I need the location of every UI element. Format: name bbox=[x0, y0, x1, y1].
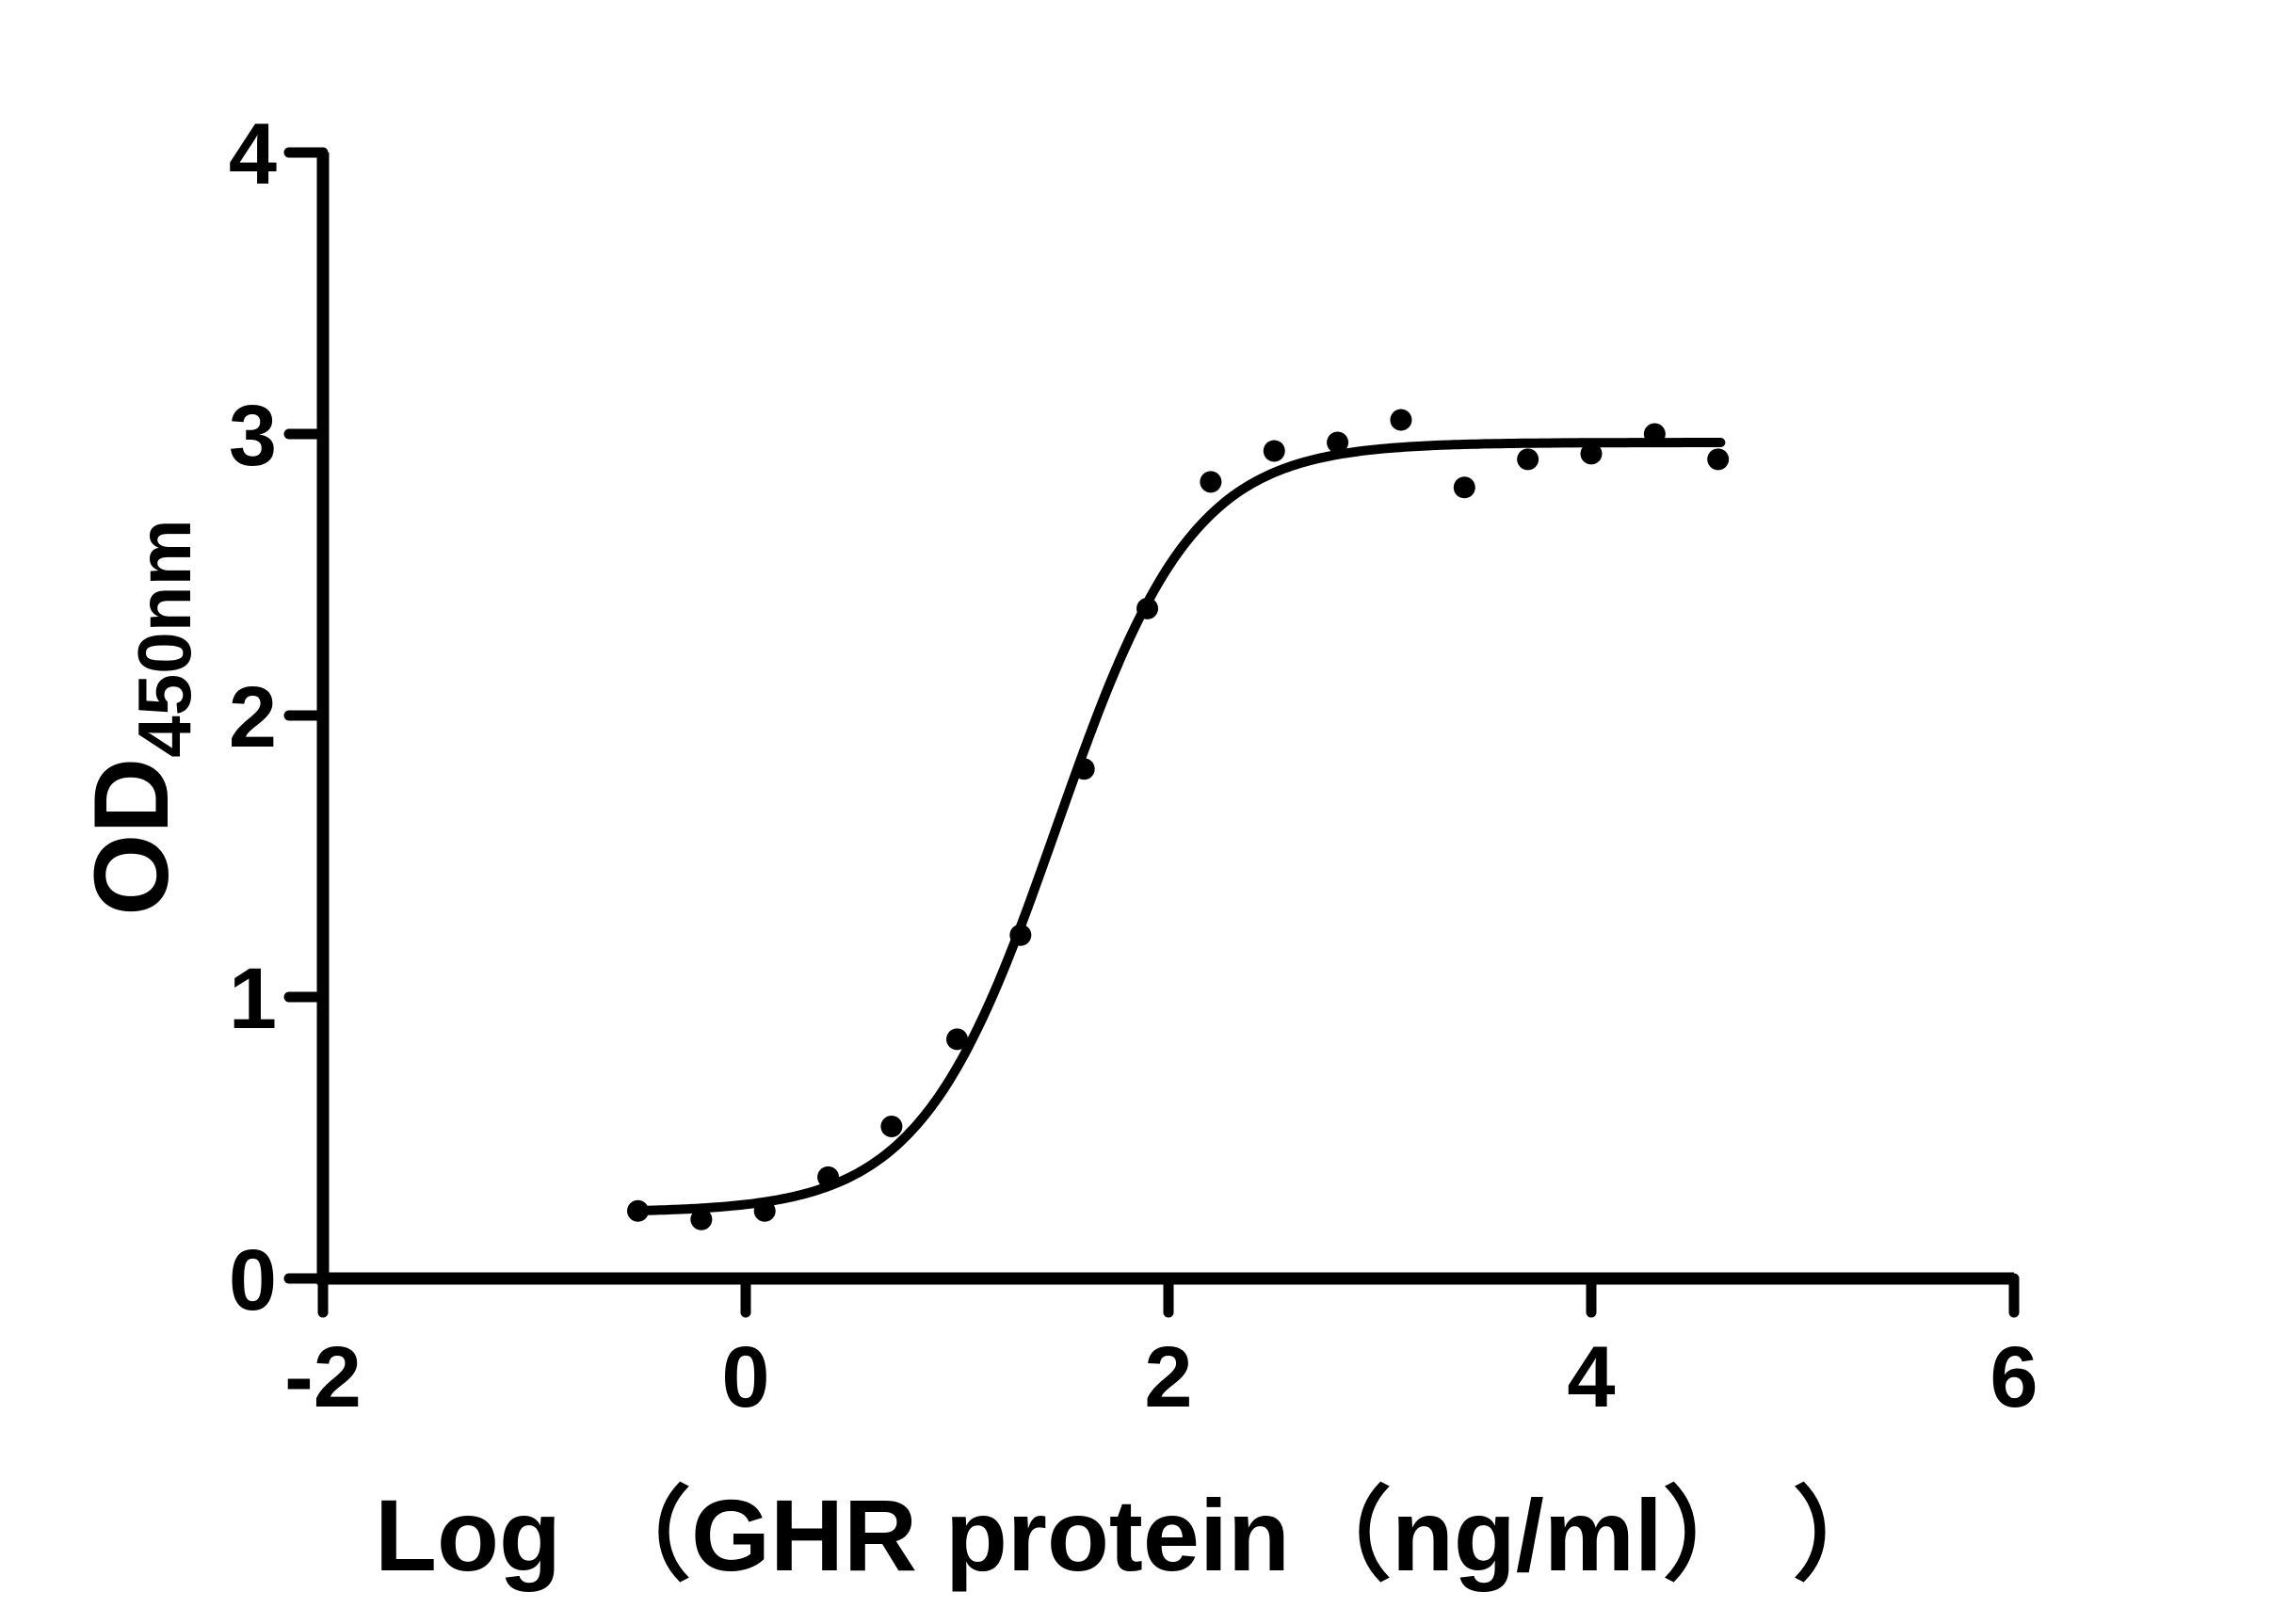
data-point bbox=[1072, 758, 1095, 780]
data-point bbox=[1453, 476, 1475, 499]
data-point bbox=[1707, 448, 1730, 471]
y-tick-label: 0 bbox=[229, 1232, 277, 1328]
x-tick-label: 6 bbox=[1990, 1329, 2038, 1425]
x-tick-label: 4 bbox=[1567, 1329, 1615, 1425]
tick-marks bbox=[283, 147, 2020, 1318]
x-axis-title: Log （GHR protein（ng/ml） ） bbox=[375, 1478, 1894, 1592]
y-tick-label: 3 bbox=[229, 388, 277, 484]
data-point bbox=[1263, 440, 1285, 462]
y-axis-title-main: OD bbox=[73, 758, 190, 916]
x-tick-label: 0 bbox=[721, 1329, 769, 1425]
data-point bbox=[690, 1208, 713, 1230]
data-point bbox=[1327, 431, 1349, 454]
y-axis-title-subscript: 450nm bbox=[122, 519, 206, 757]
data-point bbox=[1580, 442, 1603, 465]
y-tick-label: 2 bbox=[229, 669, 277, 765]
data-point bbox=[1009, 924, 1032, 946]
x-tick-label: -2 bbox=[284, 1329, 362, 1425]
data-point bbox=[1136, 597, 1159, 619]
data-point bbox=[817, 1166, 840, 1188]
axes-spine bbox=[316, 153, 2014, 1285]
y-tick-label: 4 bbox=[229, 106, 277, 202]
data-point bbox=[1200, 471, 1222, 493]
data-point bbox=[753, 1199, 776, 1222]
x-tick-label: 2 bbox=[1144, 1329, 1192, 1425]
data-points bbox=[627, 409, 1730, 1230]
y-axis-title: OD450nm bbox=[73, 519, 206, 915]
y-tick-label: 1 bbox=[229, 951, 277, 1047]
data-point bbox=[627, 1199, 650, 1222]
data-point bbox=[1517, 448, 1539, 471]
data-point bbox=[880, 1116, 903, 1138]
fit-curve bbox=[633, 438, 1726, 1215]
data-point bbox=[946, 1028, 968, 1051]
data-point bbox=[1643, 423, 1666, 445]
data-point bbox=[1390, 409, 1412, 431]
